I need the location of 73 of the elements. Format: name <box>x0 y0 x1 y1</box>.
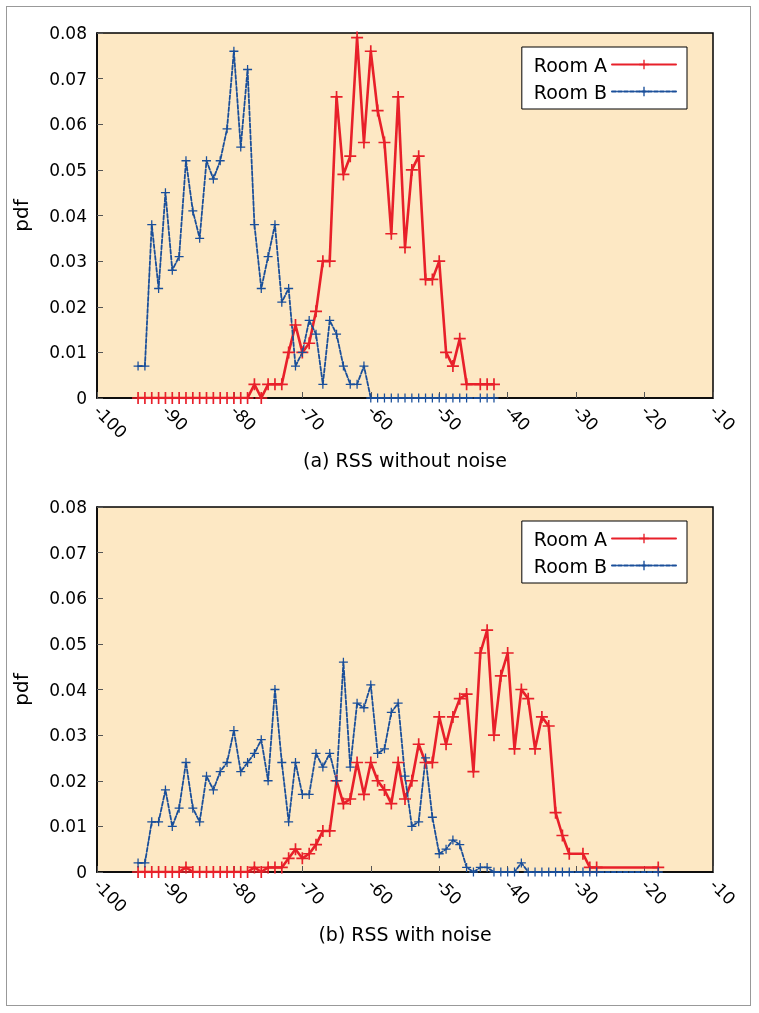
point <box>289 319 302 331</box>
point <box>405 163 418 176</box>
x-tick-label: -80 <box>226 874 261 909</box>
x-tick-label: -70 <box>295 400 330 435</box>
y-axis-title: pdf <box>9 198 33 232</box>
point <box>229 46 239 56</box>
point <box>310 305 323 318</box>
point <box>208 174 218 184</box>
y-axis-title: pdf <box>9 672 33 706</box>
point <box>412 150 425 163</box>
x-tick-label: -10 <box>705 874 740 909</box>
y-tick-label: 0.01 <box>49 816 87 837</box>
x-axis-title: (b) RSS with noise <box>318 922 492 945</box>
y-tick-label: 0 <box>76 862 87 882</box>
x-tick-label: -100 <box>89 874 132 917</box>
point <box>290 361 300 371</box>
x-tick-label: -100 <box>89 400 132 443</box>
x-tick-label: -90 <box>158 400 193 435</box>
point <box>255 392 268 404</box>
point <box>487 378 500 391</box>
y-tick-label: 0.06 <box>49 588 87 609</box>
y-tick-label: 0.03 <box>49 251 87 272</box>
x-tick-label: -50 <box>432 874 466 909</box>
x-tick-label: -30 <box>569 874 603 909</box>
point <box>352 379 362 389</box>
legend-label: Room A <box>533 53 607 76</box>
y-tick-label: 0.03 <box>49 725 87 746</box>
point <box>460 378 473 391</box>
point <box>248 378 261 391</box>
x-tick-label: -60 <box>363 400 398 435</box>
point <box>236 142 246 152</box>
x-tick-label: -80 <box>226 400 261 435</box>
point <box>344 150 357 163</box>
point <box>222 124 232 134</box>
point <box>275 378 288 391</box>
point <box>311 329 321 339</box>
point <box>188 206 198 216</box>
y-tick-label: 0.04 <box>49 679 87 700</box>
y-tick-label: 0.08 <box>49 497 87 517</box>
x-tick-label: -10 <box>705 400 740 435</box>
y-tick-label: 0.02 <box>49 770 87 791</box>
y-tick-label: 0.07 <box>49 542 87 563</box>
x-tick-label: -70 <box>295 874 330 909</box>
x-tick-label: -90 <box>158 874 193 909</box>
y-tick-label: 0.05 <box>49 633 87 654</box>
x-tick-label: -40 <box>500 874 535 909</box>
x-tick-label: -40 <box>500 400 535 435</box>
point <box>446 360 459 373</box>
y-tick-label: 0.07 <box>49 68 87 89</box>
y-tick-label: 0.01 <box>49 342 87 363</box>
point <box>359 361 369 371</box>
x-tick-label: -50 <box>432 400 466 435</box>
x-tick-label: -20 <box>637 400 672 435</box>
point <box>332 329 342 339</box>
point <box>140 361 150 371</box>
y-tick-label: 0.04 <box>49 205 87 226</box>
point <box>338 361 348 371</box>
point <box>440 346 453 359</box>
point <box>433 255 446 268</box>
y-tick-label: 0.02 <box>49 296 87 317</box>
x-tick-label: -60 <box>363 874 398 909</box>
point <box>303 337 316 350</box>
x-tick-label: -30 <box>569 400 603 435</box>
x-tick-label: -20 <box>637 874 672 909</box>
point <box>263 252 273 262</box>
x-axis-title: (a) RSS without noise <box>303 448 507 471</box>
y-tick-label: 0.08 <box>49 23 87 43</box>
legend-label: Room B <box>533 80 607 103</box>
legend-label: Room A <box>533 527 607 550</box>
y-tick-label: 0.06 <box>49 114 87 135</box>
y-tick-label: 0 <box>76 388 87 408</box>
legend-label: Room B <box>533 554 607 577</box>
y-tick-label: 0.05 <box>49 159 87 180</box>
